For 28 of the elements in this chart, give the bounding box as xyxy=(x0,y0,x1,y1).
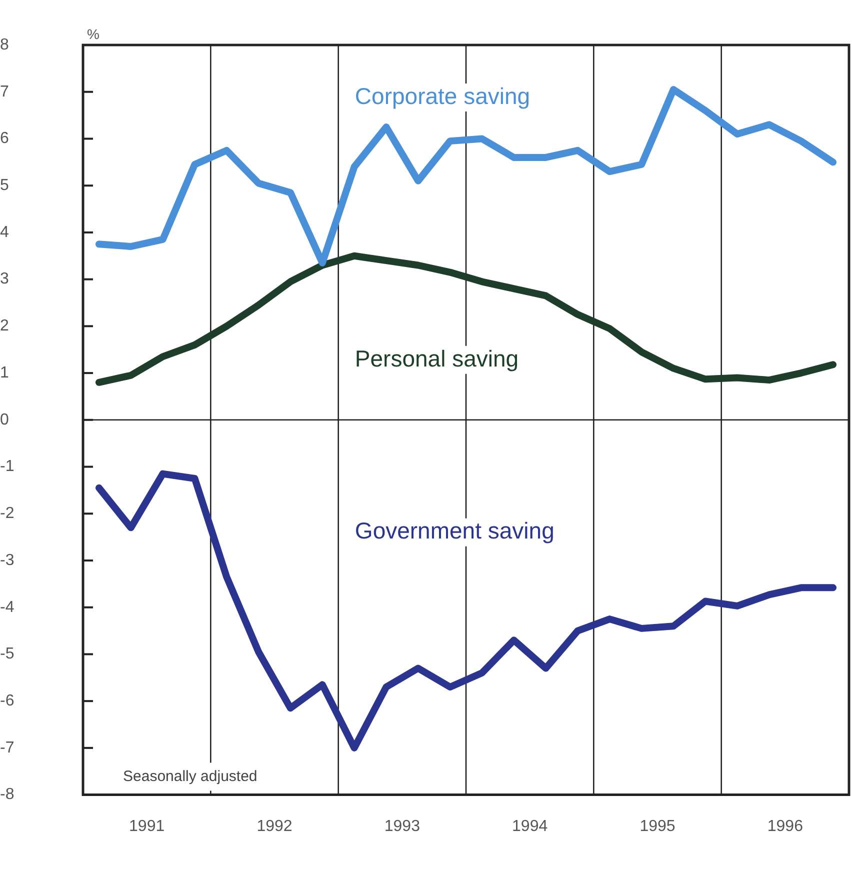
x-tick-label: 1996 xyxy=(767,818,804,835)
x-tick-label: 1992 xyxy=(256,818,292,835)
y-tick-label: -2 xyxy=(0,505,14,522)
y-axis-title: % xyxy=(87,26,100,42)
y-tick-label: 5 xyxy=(0,176,9,194)
y-tick-label: 8 xyxy=(0,36,9,54)
text: Government saving xyxy=(354,518,554,544)
x-tick-label: 1993 xyxy=(384,818,420,835)
y-tick-label: 1 xyxy=(0,364,9,382)
text: Personal saving xyxy=(354,345,519,372)
x-tick-label: 1991 xyxy=(129,818,165,835)
y-tick-label: -8 xyxy=(0,786,14,804)
y-tick-label: -1 xyxy=(0,458,14,476)
y-tick-label: -5 xyxy=(0,646,14,663)
y-tick-label: 3 xyxy=(0,270,9,288)
y-tick-label: -3 xyxy=(0,552,14,569)
y-tick-label: -6 xyxy=(0,692,14,710)
y-tick-label: 6 xyxy=(0,130,9,148)
y-tick-label: -4 xyxy=(0,598,14,616)
y-tick-label: 4 xyxy=(0,224,9,241)
y-tick-label: 2 xyxy=(0,318,9,335)
y-tick-label: 7 xyxy=(0,83,9,100)
x-tick-label: 1994 xyxy=(512,818,548,835)
series-label: Corporate saving xyxy=(354,82,530,109)
annotation: Seasonally adjusted xyxy=(123,768,258,785)
y-tick-label: -7 xyxy=(0,739,14,756)
y-tick-label: 0 xyxy=(0,411,9,428)
x-tick-label: 1995 xyxy=(640,818,676,835)
